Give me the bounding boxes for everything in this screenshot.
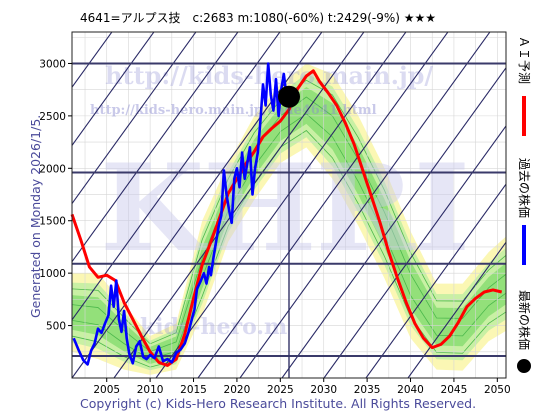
y-tick-label: 3000	[39, 58, 66, 70]
legend-swatch-ai	[522, 96, 526, 136]
legend-label-latest: 最新の株価	[517, 290, 532, 350]
y-tick-label: 500	[46, 321, 66, 333]
x-tick-label: 2040	[397, 384, 424, 396]
x-tick-label: 2050	[484, 384, 511, 396]
copyright: Copyright (c) Kids-Hero Research Institu…	[80, 396, 476, 411]
trend-line-2	[155, 32, 407, 378]
y-tick-label: 1500	[39, 216, 66, 228]
generated-date: Generated on Monday 2026/1/5.	[28, 115, 43, 318]
x-tick-label: 2020	[224, 384, 251, 396]
x-tick-label: 2015	[180, 384, 207, 396]
watermark-bottom: kids-hero.m	[140, 314, 287, 340]
chart-header: 4641=アルプス技 c:2683 m:1080(-60%) t:2429(-9…	[80, 11, 436, 25]
x-tick-label: 2045	[441, 384, 468, 396]
legend: ＡＩ予測 過去の株価 最新の株価	[517, 36, 532, 373]
trend-line-1	[113, 32, 365, 378]
trend-line--1	[72, 32, 281, 321]
y-tick-label: 2500	[39, 111, 66, 123]
x-tick-label: 2030	[310, 384, 337, 396]
band-inner	[72, 86, 506, 364]
trend-line-5	[281, 66, 506, 378]
trend-line-4	[239, 32, 491, 378]
trend-line-6	[323, 125, 506, 378]
x-tick-label: 2035	[354, 384, 381, 396]
trend-line-0	[72, 32, 323, 378]
trend-line-8	[407, 241, 506, 378]
band-curve-0	[72, 130, 506, 368]
y-tick-label: 1000	[39, 268, 66, 280]
axis-ticks: 500 1000 1500 2000 2500 3000 2005 2010 2015 2020 2…	[39, 58, 510, 396]
band-outer	[72, 63, 506, 375]
trend-line--3	[72, 32, 197, 205]
latest-price-marker	[278, 85, 300, 108]
past-price-line	[72, 62, 290, 366]
y-tick-label: 2000	[39, 163, 66, 175]
trend-line--4	[72, 32, 155, 147]
trend-line--2	[72, 32, 239, 263]
legend-marker-latest	[517, 359, 531, 373]
trend-lines	[72, 32, 506, 378]
trend-line-3	[197, 32, 449, 378]
legend-label-past: 過去の株価	[517, 158, 532, 218]
x-tick-label: 2005	[93, 384, 120, 396]
legend-label-ai: ＡＩ予測	[517, 36, 531, 84]
x-tick-label: 2025	[267, 384, 294, 396]
trend-line-7	[365, 183, 506, 378]
watermark-big: KHRI	[100, 138, 470, 279]
x-tick-label: 2010	[137, 384, 164, 396]
legend-swatch-past	[522, 225, 526, 265]
watermark-url-code: http://kids-hero.main.jp/code4641.html	[90, 103, 377, 118]
plot-frame	[71, 31, 507, 379]
